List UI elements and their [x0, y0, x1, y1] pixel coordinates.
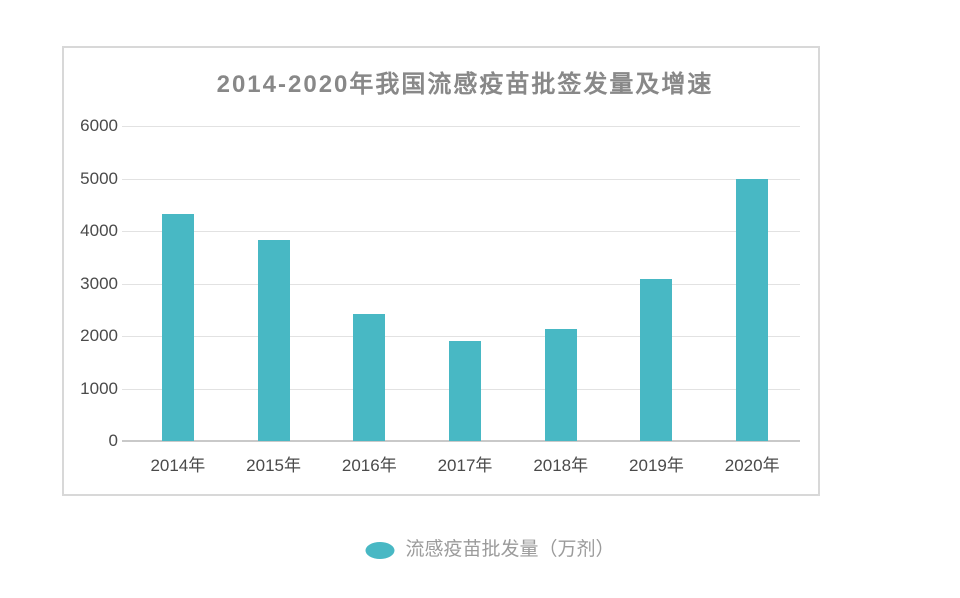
- gridline-2000: [122, 336, 800, 337]
- y-tick-label-0: 0: [108, 431, 118, 450]
- bar-2014: [161, 213, 194, 441]
- plot-area: 0 1000 2000 3000 4000 5000 6000: [80, 117, 800, 450]
- legend: 流感疫苗批发量（万剂）: [365, 539, 615, 561]
- x-axis: 2014年 2015年 2016年 2017年 2018年 2019年 2020年: [130, 454, 800, 478]
- x-tick-label-2019: 2019年: [629, 456, 684, 475]
- x-tick-label-2017: 2017年: [437, 456, 493, 475]
- chart-card: 2014-2020年我国流感疫苗批签发量及增速 0 1000 2000 3000 400…: [62, 46, 820, 496]
- y-tick-label-3000: 3000: [80, 273, 118, 293]
- bar-2019: [640, 279, 673, 441]
- y-tick-label-6000: 6000: [80, 116, 118, 135]
- chart-title: 2014-2020年我国流感疫苗批签发量及增速: [216, 71, 714, 98]
- legend-marker-icon: [365, 541, 395, 559]
- x-tick-label-2014: 2014年: [150, 456, 206, 475]
- y-tick-label-5000: 5000: [80, 168, 118, 188]
- bar-2016: [353, 313, 386, 441]
- gridline-4000: [122, 231, 800, 232]
- gridline-6000: [122, 126, 800, 127]
- bar-2015: [257, 239, 290, 441]
- bar-2018: [544, 329, 577, 441]
- gridline-0: [122, 440, 800, 442]
- gridline-3000: [122, 283, 800, 285]
- legend-label: 流感疫苗批发量（万剂）: [405, 539, 615, 560]
- x-tick-label-2018: 2018年: [533, 456, 589, 475]
- x-tick-label-2015: 2015年: [246, 456, 301, 475]
- gridline-5000: [122, 178, 800, 180]
- bar-2020: [736, 178, 769, 441]
- y-tick-label-2000: 2000: [80, 326, 118, 345]
- x-tick-label-2020: 2020年: [724, 456, 780, 475]
- bar-2017: [449, 340, 481, 441]
- y-tick-label-1000: 1000: [80, 378, 118, 398]
- y-tick-label-4000: 4000: [80, 221, 118, 240]
- x-tick-label-2016: 2016年: [341, 456, 397, 475]
